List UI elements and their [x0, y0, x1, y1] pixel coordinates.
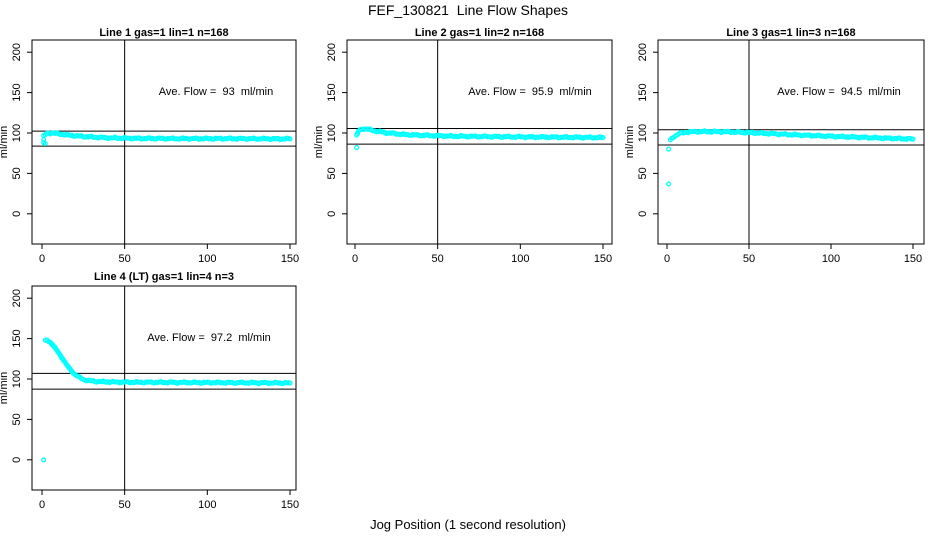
panel-3-title: Line 3 gas=1 lin=3 n=168 — [726, 27, 856, 39]
x-axis-label: Jog Position (1 second resolution) — [370, 517, 566, 532]
y-axis-label: ml/min — [313, 126, 325, 158]
y-tick-label: 150 — [637, 83, 649, 101]
data-point — [42, 140, 48, 147]
panel-3-ave-flow-label: Ave. Flow = 94.5 ml/min — [777, 86, 901, 98]
data-point — [354, 144, 360, 151]
y-tick-label: 0 — [11, 457, 23, 463]
y-tick-label: 0 — [637, 211, 649, 217]
x-tick-label: 50 — [743, 253, 755, 265]
panel-4-ave-flow-label: Ave. Flow = 97.2 ml/min — [147, 332, 271, 344]
y-tick-label: 100 — [11, 124, 23, 142]
plot-box — [346, 39, 613, 245]
data-point — [910, 136, 916, 142]
y-tick-label: 200 — [11, 289, 23, 307]
panel-1-title: Line 1 gas=1 lin=1 n=168 — [99, 27, 229, 39]
x-tick-label: 150 — [594, 253, 612, 265]
y-tick-label: 0 — [11, 211, 23, 217]
y-axis-label: ml/min — [624, 126, 636, 158]
y-tick-label: 50 — [11, 413, 23, 425]
y-tick-label: 100 — [11, 370, 23, 388]
x-tick-label: 150 — [904, 253, 922, 265]
x-tick-label: 0 — [664, 253, 670, 265]
x-tick-label: 50 — [119, 253, 131, 265]
data-point — [666, 181, 672, 187]
y-tick-label: 150 — [326, 83, 338, 101]
y-tick-label: 200 — [11, 43, 23, 61]
data-point — [287, 380, 293, 386]
y-axis-label: ml/min — [0, 372, 10, 404]
y-tick-label: 0 — [326, 211, 338, 217]
data-point — [41, 457, 47, 463]
panel-1-ave-flow-label: Ave. Flow = 93 ml/min — [158, 86, 274, 98]
y-tick-label: 200 — [637, 43, 649, 61]
y-tick-label: 100 — [637, 124, 649, 142]
y-tick-label: 50 — [326, 167, 338, 179]
panel-4-title: Line 4 (LT) gas=1 lin=4 n=3 — [93, 271, 235, 283]
plot-box — [31, 39, 297, 245]
x-tick-label: 0 — [39, 499, 45, 511]
x-tick-label: 50 — [432, 253, 444, 265]
y-tick-label: 100 — [326, 124, 338, 142]
data-point — [666, 146, 672, 152]
x-tick-label: 100 — [198, 253, 216, 265]
y-axis-label: ml/min — [0, 126, 10, 158]
x-tick-label: 0 — [39, 253, 45, 265]
plot-box — [31, 285, 297, 491]
data-point — [600, 135, 606, 141]
x-tick-label: 0 — [352, 253, 358, 265]
y-tick-label: 150 — [11, 329, 23, 347]
x-tick-label: 100 — [198, 499, 216, 511]
x-tick-label: 100 — [822, 253, 840, 265]
y-tick-label: 150 — [11, 83, 23, 101]
x-tick-label: 150 — [281, 253, 299, 265]
x-tick-label: 150 — [281, 499, 299, 511]
figure-title: FEF_130821 Line Flow Shapes — [367, 2, 568, 18]
panel-2-title: Line 2 gas=1 lin=2 n=168 — [414, 27, 545, 39]
y-tick-label: 50 — [11, 167, 23, 179]
y-tick-label: 50 — [637, 167, 649, 179]
y-tick-label: 200 — [326, 43, 338, 61]
plot-box — [657, 39, 925, 245]
panel-2-ave-flow-label: Ave. Flow = 95.9 ml/min — [468, 86, 592, 98]
data-point — [287, 136, 293, 142]
x-tick-label: 50 — [119, 499, 131, 511]
x-tick-label: 100 — [511, 253, 529, 265]
